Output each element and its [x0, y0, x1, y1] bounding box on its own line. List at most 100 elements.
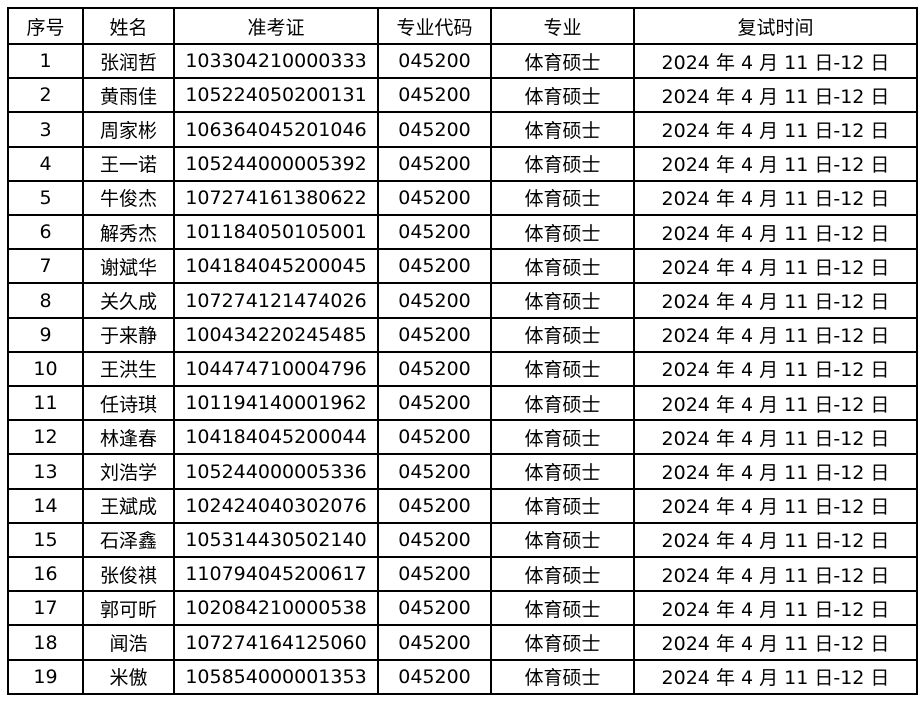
cell-retest-time: 2024 年 4 月 11 日-12 日 — [633, 521, 918, 559]
cell-major: 体育硕士 — [490, 316, 635, 353]
header-retest-time: 复试时间 — [633, 7, 918, 45]
cell-name: 林逢春 — [82, 419, 175, 456]
cell-major-code: 045200 — [377, 385, 492, 422]
header-row: 序号 姓名 准考证 专业代码 专业 复试时间 — [7, 7, 918, 45]
table-row: 10 王洪生 104474710004796 045200 体育硕士 2024 年 4 月… — [7, 350, 918, 388]
cell-name: 解秀杰 — [82, 214, 175, 251]
cell-major: 体育硕士 — [490, 521, 635, 559]
table-row: 1 张润哲 103304210000333 045200 体育硕士 2024 年 4 月 … — [7, 42, 918, 80]
cell-major-code: 045200 — [377, 282, 492, 319]
cell-ticket: 107274164125060 — [173, 624, 379, 661]
cell-index: 4 — [7, 145, 84, 182]
cell-retest-time: 2024 年 4 月 11 日-12 日 — [633, 316, 918, 353]
cell-major-code: 045200 — [377, 521, 492, 559]
cell-major-code: 045200 — [377, 316, 492, 353]
cell-retest-time: 2024 年 4 月 11 日-12 日 — [633, 556, 918, 593]
cell-major: 体育硕士 — [490, 658, 635, 696]
cell-retest-time: 2024 年 4 月 11 日-12 日 — [633, 350, 918, 388]
cell-major-code: 045200 — [377, 179, 492, 217]
header-ticket: 准考证 — [173, 7, 379, 45]
cell-retest-time: 2024 年 4 月 11 日-12 日 — [633, 111, 918, 148]
cell-major: 体育硕士 — [490, 419, 635, 456]
cell-index: 17 — [7, 590, 84, 627]
table-row: 4 王一诺 105244000005392 045200 体育硕士 2024 年 4 月 … — [7, 145, 918, 182]
cell-retest-time: 2024 年 4 月 11 日-12 日 — [633, 145, 918, 182]
cell-name: 闻浩 — [82, 624, 175, 661]
cell-index: 11 — [7, 385, 84, 422]
cell-ticket: 104184045200044 — [173, 419, 379, 456]
cell-ticket: 105244000005392 — [173, 145, 379, 182]
cell-retest-time: 2024 年 4 月 11 日-12 日 — [633, 179, 918, 217]
cell-name: 王一诺 — [82, 145, 175, 182]
table-row: 3 周家彬 106364045201046 045200 体育硕士 2024 年 4 月 … — [7, 111, 918, 148]
cell-retest-time: 2024 年 4 月 11 日-12 日 — [633, 658, 918, 696]
cell-ticket: 105854000001353 — [173, 658, 379, 696]
cell-index: 15 — [7, 521, 84, 559]
cell-name: 石泽鑫 — [82, 521, 175, 559]
table-row: 12 林逢春 104184045200044 045200 体育硕士 2024 年 4 月… — [7, 419, 918, 456]
cell-ticket: 104474710004796 — [173, 350, 379, 388]
cell-major: 体育硕士 — [490, 350, 635, 388]
table-row: 11 任诗琪 101194140001962 045200 体育硕士 2024 年 4 月… — [7, 385, 918, 422]
cell-ticket: 101184050105001 — [173, 214, 379, 251]
cell-major: 体育硕士 — [490, 77, 635, 114]
cell-name: 谢斌华 — [82, 248, 175, 285]
cell-ticket: 110794045200617 — [173, 556, 379, 593]
cell-ticket: 101194140001962 — [173, 385, 379, 422]
cell-retest-time: 2024 年 4 月 11 日-12 日 — [633, 624, 918, 661]
table-row: 15 石泽鑫 105314430502140 045200 体育硕士 2024 年 4 月… — [7, 521, 918, 559]
cell-major: 体育硕士 — [490, 453, 635, 490]
cell-ticket: 100434220245485 — [173, 316, 379, 353]
table-row: 17 郭可昕 102084210000538 045200 体育硕士 2024 年 4 月… — [7, 590, 918, 627]
cell-name: 于来静 — [82, 316, 175, 353]
cell-major: 体育硕士 — [490, 282, 635, 319]
table-row: 16 张俊祺 110794045200617 045200 体育硕士 2024 年 4 月… — [7, 556, 918, 593]
cell-major: 体育硕士 — [490, 248, 635, 285]
cell-retest-time: 2024 年 4 月 11 日-12 日 — [633, 453, 918, 490]
cell-major-code: 045200 — [377, 658, 492, 696]
cell-index: 19 — [7, 658, 84, 696]
cell-major: 体育硕士 — [490, 145, 635, 182]
cell-major-code: 045200 — [377, 556, 492, 593]
cell-major: 体育硕士 — [490, 385, 635, 422]
cell-retest-time: 2024 年 4 月 11 日-12 日 — [633, 487, 918, 524]
interview-roster-table: 序号 姓名 准考证 专业代码 专业 复试时间 1 张润哲 1033042100003… — [7, 7, 918, 696]
cell-index: 9 — [7, 316, 84, 353]
table-row: 7 谢斌华 104184045200045 045200 体育硕士 2024 年 4 月 … — [7, 248, 918, 285]
cell-major-code: 045200 — [377, 214, 492, 251]
cell-major-code: 045200 — [377, 248, 492, 285]
cell-major: 体育硕士 — [490, 556, 635, 593]
cell-name: 刘浩学 — [82, 453, 175, 490]
cell-ticket: 105244000005336 — [173, 453, 379, 490]
cell-retest-time: 2024 年 4 月 11 日-12 日 — [633, 42, 918, 80]
header-name: 姓名 — [82, 7, 175, 45]
cell-index: 10 — [7, 350, 84, 388]
cell-ticket: 102084210000538 — [173, 590, 379, 627]
cell-name: 张俊祺 — [82, 556, 175, 593]
cell-index: 14 — [7, 487, 84, 524]
cell-index: 12 — [7, 419, 84, 456]
table-row: 8 关久成 107274121474026 045200 体育硕士 2024 年 4 月 … — [7, 282, 918, 319]
cell-major: 体育硕士 — [490, 179, 635, 217]
cell-name: 米傲 — [82, 658, 175, 696]
cell-index: 3 — [7, 111, 84, 148]
cell-major-code: 045200 — [377, 419, 492, 456]
cell-major: 体育硕士 — [490, 487, 635, 524]
header-index: 序号 — [7, 7, 84, 45]
cell-retest-time: 2024 年 4 月 11 日-12 日 — [633, 419, 918, 456]
cell-major-code: 045200 — [377, 350, 492, 388]
cell-major-code: 045200 — [377, 42, 492, 80]
cell-ticket: 106364045201046 — [173, 111, 379, 148]
table-row: 6 解秀杰 101184050105001 045200 体育硕士 2024 年 4 月 … — [7, 214, 918, 251]
cell-retest-time: 2024 年 4 月 11 日-12 日 — [633, 385, 918, 422]
cell-name: 任诗琪 — [82, 385, 175, 422]
cell-name: 黄雨佳 — [82, 77, 175, 114]
cell-major: 体育硕士 — [490, 111, 635, 148]
table-row: 13 刘浩学 105244000005336 045200 体育硕士 2024 年 4 月… — [7, 453, 918, 490]
table-row: 19 米傲 105854000001353 045200 体育硕士 2024 年 4 月 … — [7, 658, 918, 696]
cell-index: 8 — [7, 282, 84, 319]
cell-major-code: 045200 — [377, 624, 492, 661]
table-row: 2 黄雨佳 105224050200131 045200 体育硕士 2024 年 4 月 … — [7, 77, 918, 114]
cell-index: 18 — [7, 624, 84, 661]
cell-ticket: 107274121474026 — [173, 282, 379, 319]
